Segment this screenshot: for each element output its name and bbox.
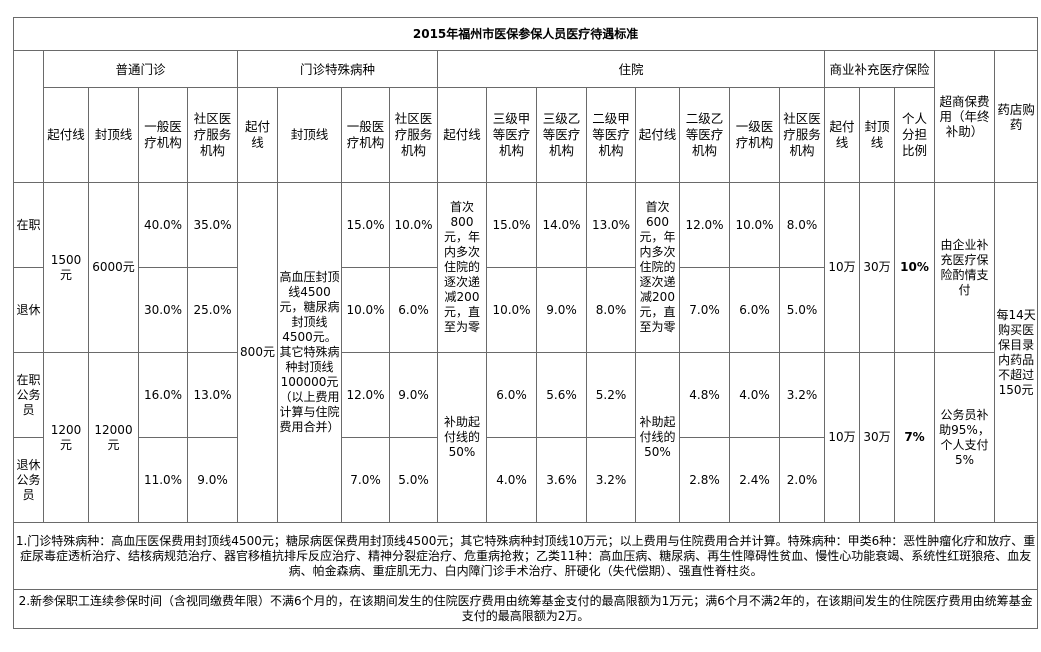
table-cell: 15.0% (341, 182, 390, 268)
group-outpatient: 普通门诊 (43, 50, 238, 88)
table-cell: 9.0% (187, 437, 238, 523)
header-cm-ratio: 个人分担比例 (894, 87, 935, 183)
super-insurance-a: 由企业补充医疗保险酌情支付 (934, 182, 995, 353)
super-insurance-b: 公务员补助95%，个人支付5% (934, 352, 995, 523)
table-cell: 13.0% (187, 352, 238, 438)
header-sp-deductible: 起付线 (237, 87, 278, 183)
ip-deductible-2-b: 补助起付线的50% (635, 352, 680, 523)
header-ip-community: 社区医疗服务机构 (779, 87, 825, 183)
note-special-disease: 1.门诊特殊病种：高血压医保费用封顶线4500元；糖尿病医保费用封顶线4500元… (12, 522, 1039, 590)
header-sp-general: 一般医疗机构 (341, 87, 390, 183)
table-cell: 5.0% (389, 437, 438, 523)
table-cell: 40.0% (138, 182, 188, 268)
benefit-table-wrapper: 2015年福州市医保参保人员医疗待遇标准 普通门诊 门诊特殊病种 住院 商业补充… (12, 17, 1039, 629)
cm-cap-b: 30万 (859, 352, 895, 523)
table-cell: 6.0% (389, 267, 438, 353)
sp-deductible: 800元 (237, 182, 278, 523)
table-cell: 7.0% (341, 437, 390, 523)
table-cell: 7.0% (679, 267, 730, 353)
table-cell: 2.4% (729, 437, 780, 523)
table-cell: 13.0% (586, 182, 636, 268)
header-op-deductible: 起付线 (43, 87, 89, 183)
cm-deductible-b: 10万 (824, 352, 860, 523)
table-cell: 11.0% (138, 437, 188, 523)
table-cell: 4.0% (729, 352, 780, 438)
table-cell: 5.0% (779, 267, 825, 353)
table-cell: 4.0% (486, 437, 537, 523)
header-ip-deductible-1: 起付线 (437, 87, 487, 183)
header-ip-3b: 三级乙等医疗机构 (536, 87, 587, 183)
corner-cell (13, 50, 44, 183)
note-new-enrollee: 2.新参保职工连续参保时间（含视同缴费年限）不满6个月的，在该期间发生的住院医疗… (12, 589, 1039, 629)
group-special-disease: 门诊特殊病种 (237, 50, 438, 88)
table-cell: 8.0% (779, 182, 825, 268)
cm-deductible-a: 10万 (824, 182, 860, 353)
table-cell: 4.8% (679, 352, 730, 438)
table-cell: 6.0% (729, 267, 780, 353)
table-cell: 35.0% (187, 182, 238, 268)
table-cell: 9.0% (389, 352, 438, 438)
table-cell: 30.0% (138, 267, 188, 353)
header-ip-general: 一级医疗机构 (729, 87, 780, 183)
table-cell: 8.0% (586, 267, 636, 353)
op-deductible-a: 1500元 (43, 182, 89, 353)
group-super-insurance: 超商保费用（年终补助） (934, 50, 995, 183)
table-cell: 10.0% (486, 267, 537, 353)
sp-cap: 高血压封顶线4500元，糖尿病封顶线4500元。其它特殊病种封顶线100000元… (277, 182, 342, 523)
op-cap-a: 6000元 (88, 182, 139, 353)
cm-cap-a: 30万 (859, 182, 895, 353)
table-cell: 2.8% (679, 437, 730, 523)
table-cell: 10.0% (389, 182, 438, 268)
table-cell: 6.0% (486, 352, 537, 438)
table-cell: 9.0% (536, 267, 587, 353)
header-sp-cap: 封顶线 (277, 87, 342, 183)
header-cm-deductible: 起付线 (824, 87, 860, 183)
pharmacy-limit: 每14天购买医保目录内药品不超过150元 (993, 182, 1039, 523)
table-cell: 5.2% (586, 352, 636, 438)
row-label-civil-servant: 在职公务员 (13, 352, 44, 438)
ip-deductible-1-b: 补助起付线的50% (437, 352, 487, 523)
ip-deductible-1-a: 首次800元，年内多次住院的逐次递减200元，直至为零 (437, 182, 487, 353)
op-deductible-b: 1200元 (43, 352, 89, 523)
table-cell: 3.2% (779, 352, 825, 438)
group-commercial-insurance: 商业补充医疗保险 (824, 50, 935, 88)
table-cell: 12.0% (679, 182, 730, 268)
cm-ratio-b: 7% (894, 352, 935, 523)
row-label-retired-civil-servant: 退休公务员 (13, 437, 44, 523)
table-cell: 10.0% (729, 182, 780, 268)
benefit-table: 2015年福州市医保参保人员医疗待遇标准 普通门诊 门诊特殊病种 住院 商业补充… (12, 17, 1039, 629)
page-title: 2015年福州市医保参保人员医疗待遇标准 (12, 17, 1039, 51)
row-label-active: 在职 (13, 182, 44, 268)
header-sp-community: 社区医疗服务机构 (389, 87, 438, 183)
header-ip-deductible-2: 起付线 (635, 87, 680, 183)
header-op-community: 社区医疗服务机构 (187, 87, 238, 183)
table-cell: 15.0% (486, 182, 537, 268)
table-cell: 25.0% (187, 267, 238, 353)
table-cell: 12.0% (341, 352, 390, 438)
group-pharmacy: 药店购药 (993, 50, 1039, 183)
table-cell: 5.6% (536, 352, 587, 438)
table-cell: 10.0% (341, 267, 390, 353)
header-op-cap: 封顶线 (88, 87, 139, 183)
table-cell: 3.6% (536, 437, 587, 523)
table-cell: 14.0% (536, 182, 587, 268)
header-op-general: 一般医疗机构 (138, 87, 188, 183)
row-label-retired: 退休 (13, 267, 44, 353)
op-cap-b: 12000元 (88, 352, 139, 523)
table-cell: 2.0% (779, 437, 825, 523)
header-cm-cap: 封顶线 (859, 87, 895, 183)
header-ip-2b: 二级乙等医疗机构 (679, 87, 730, 183)
cm-ratio-a: 10% (894, 182, 935, 353)
header-ip-2a: 二级甲等医疗机构 (586, 87, 636, 183)
ip-deductible-2-a: 首次600元，年内多次住院的逐次递减200元，直至为零 (635, 182, 680, 353)
group-inpatient: 住院 (437, 50, 825, 88)
table-cell: 3.2% (586, 437, 636, 523)
header-ip-3a: 三级甲等医疗机构 (486, 87, 537, 183)
table-cell: 16.0% (138, 352, 188, 438)
